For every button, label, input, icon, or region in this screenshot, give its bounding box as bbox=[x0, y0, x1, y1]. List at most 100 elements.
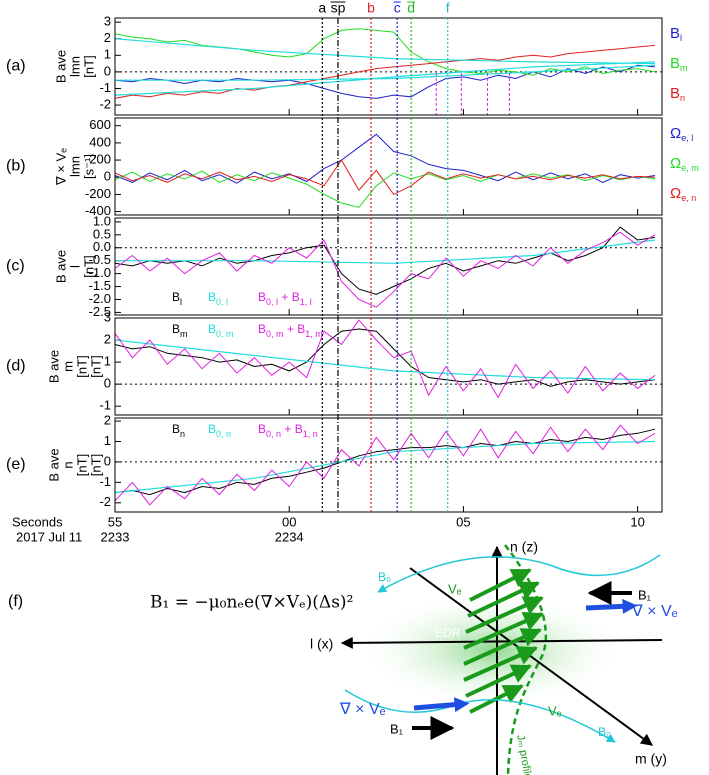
legend-subscript: 0, l bbox=[266, 297, 278, 307]
event-label: d bbox=[407, 0, 415, 16]
legend-text: B bbox=[670, 85, 680, 102]
y-tick-label: -1 bbox=[99, 474, 111, 489]
legend-subscript: 1, l bbox=[300, 297, 312, 307]
legend-entry: B0, m + B1, m bbox=[258, 322, 323, 339]
y-tick-label: 600 bbox=[89, 117, 111, 132]
ve-label: Vₑ bbox=[548, 703, 562, 718]
ve-arrow bbox=[463, 646, 538, 682]
series-line bbox=[114, 319, 656, 399]
y-tick-label: 0 bbox=[104, 169, 111, 184]
ve-arrow bbox=[465, 596, 544, 634]
ve-arrow bbox=[467, 581, 540, 618]
y-axis-label: lmn bbox=[67, 156, 82, 177]
curl-label: ∇ × Vₑ bbox=[339, 701, 386, 718]
legend-text: Ω bbox=[670, 185, 681, 202]
equation: B₁ = −μ₀nₑe(∇×Vₑ)(Δs)² bbox=[150, 593, 353, 613]
legend-subscript: m bbox=[680, 63, 688, 73]
event-label: sp bbox=[331, 0, 346, 16]
y-tick-label: -2 bbox=[99, 96, 111, 111]
panel-label: (e) bbox=[6, 456, 26, 473]
y-axis-label: [nT] bbox=[74, 355, 89, 377]
series-line bbox=[114, 440, 656, 494]
event-label: a bbox=[318, 0, 326, 16]
legend-entry: B0, n + B1, n bbox=[258, 422, 318, 439]
series-line bbox=[114, 44, 656, 99]
legend-subscript: n bbox=[180, 429, 185, 439]
y-tick-label: 0.0 bbox=[93, 239, 111, 254]
y-axis-label: [nT] bbox=[81, 255, 96, 277]
y-tick-label: -1 bbox=[99, 398, 111, 413]
y-axis-label: n bbox=[60, 461, 75, 468]
event-label: f bbox=[446, 0, 450, 16]
y-tick-label: -2.5 bbox=[89, 304, 111, 319]
b0-field-line bbox=[377, 554, 661, 593]
legend-subscript: l bbox=[180, 297, 182, 307]
legend-text: B bbox=[670, 25, 680, 42]
legend-subscript: m bbox=[180, 329, 188, 339]
ve-arrows bbox=[463, 568, 544, 714]
panel-frame bbox=[114, 317, 663, 416]
legend-entry: Bm bbox=[670, 55, 688, 73]
legend-text: + B bbox=[281, 422, 303, 436]
legend-text: Ω bbox=[670, 155, 681, 172]
y-tick-label: -2 bbox=[99, 494, 111, 509]
y-tick-label: 1 bbox=[104, 433, 111, 448]
panel-label: (c) bbox=[6, 258, 25, 275]
y-axis-label: [nT] bbox=[88, 355, 103, 377]
y-tick-label: -0.5 bbox=[89, 252, 111, 267]
legend-entry: Ωe, n bbox=[670, 185, 696, 203]
series-line bbox=[114, 231, 656, 308]
legend-subscript: 0, m bbox=[216, 329, 234, 339]
y-tick-label: 2 bbox=[104, 331, 111, 346]
panel-frame bbox=[114, 17, 663, 116]
b0-label: B₀ bbox=[598, 725, 611, 739]
panel-label: (a) bbox=[6, 58, 26, 75]
series-line bbox=[114, 133, 656, 184]
legend-entry: B0, l + B1, l bbox=[258, 290, 312, 307]
legend-text: B bbox=[258, 322, 266, 336]
y-tick-label: 1 bbox=[104, 354, 111, 369]
legend-subscript: n bbox=[680, 93, 685, 103]
legend-subscript: l bbox=[680, 33, 682, 43]
legend-entry: B0, m bbox=[208, 322, 234, 339]
x-axis-label: 2017 Jul 11 bbox=[16, 529, 82, 544]
y-tick-label: -2.0 bbox=[89, 291, 111, 306]
series-line bbox=[114, 328, 656, 387]
y-axis-label: [nT] bbox=[74, 454, 89, 476]
panel-label: (b) bbox=[6, 158, 26, 175]
y-tick-label: -200 bbox=[85, 186, 111, 201]
axis-label: l (x) bbox=[310, 636, 333, 652]
y-axis-label: m bbox=[60, 361, 75, 372]
panel-label: (d) bbox=[6, 358, 26, 375]
legend-text: B bbox=[670, 55, 680, 72]
hour-label: 2234 bbox=[275, 529, 304, 544]
jm-label: Jₘ profile bbox=[514, 734, 534, 775]
hour-label: 2233 bbox=[101, 529, 130, 544]
legend-text: B bbox=[172, 290, 180, 304]
y-axis-label: B ave bbox=[46, 350, 61, 383]
panel-frame bbox=[114, 117, 663, 216]
legend-entry: Bl bbox=[670, 25, 682, 43]
panel-label: (f) bbox=[8, 593, 23, 610]
y-tick-label: 0 bbox=[104, 453, 111, 468]
legend-entry: Bn bbox=[172, 422, 185, 439]
y-tick-label: -400 bbox=[85, 203, 111, 218]
legend-text: B bbox=[208, 322, 216, 336]
diagram bbox=[340, 544, 663, 775]
y-axis-label: [nT] bbox=[81, 55, 96, 77]
series-line bbox=[114, 159, 656, 196]
legend-entry: Ωe, l bbox=[670, 125, 693, 143]
legend-subscript: 0, l bbox=[216, 297, 228, 307]
legend-subscript: e, l bbox=[681, 133, 693, 143]
ve-arrow bbox=[469, 684, 524, 714]
y-tick-label: -1.5 bbox=[89, 278, 111, 293]
y-axis-label: B ave bbox=[53, 50, 68, 83]
y-axis-label: l bbox=[67, 265, 82, 268]
legend-subscript: e, m bbox=[681, 163, 699, 173]
series-line bbox=[114, 38, 656, 65]
y-tick-label: -1.0 bbox=[89, 265, 111, 280]
legend-entry: B0, l bbox=[208, 290, 228, 307]
legend-entry: Bl bbox=[172, 290, 182, 307]
legend-entry: Bn bbox=[670, 85, 685, 103]
edr-label: EDR bbox=[435, 626, 461, 640]
